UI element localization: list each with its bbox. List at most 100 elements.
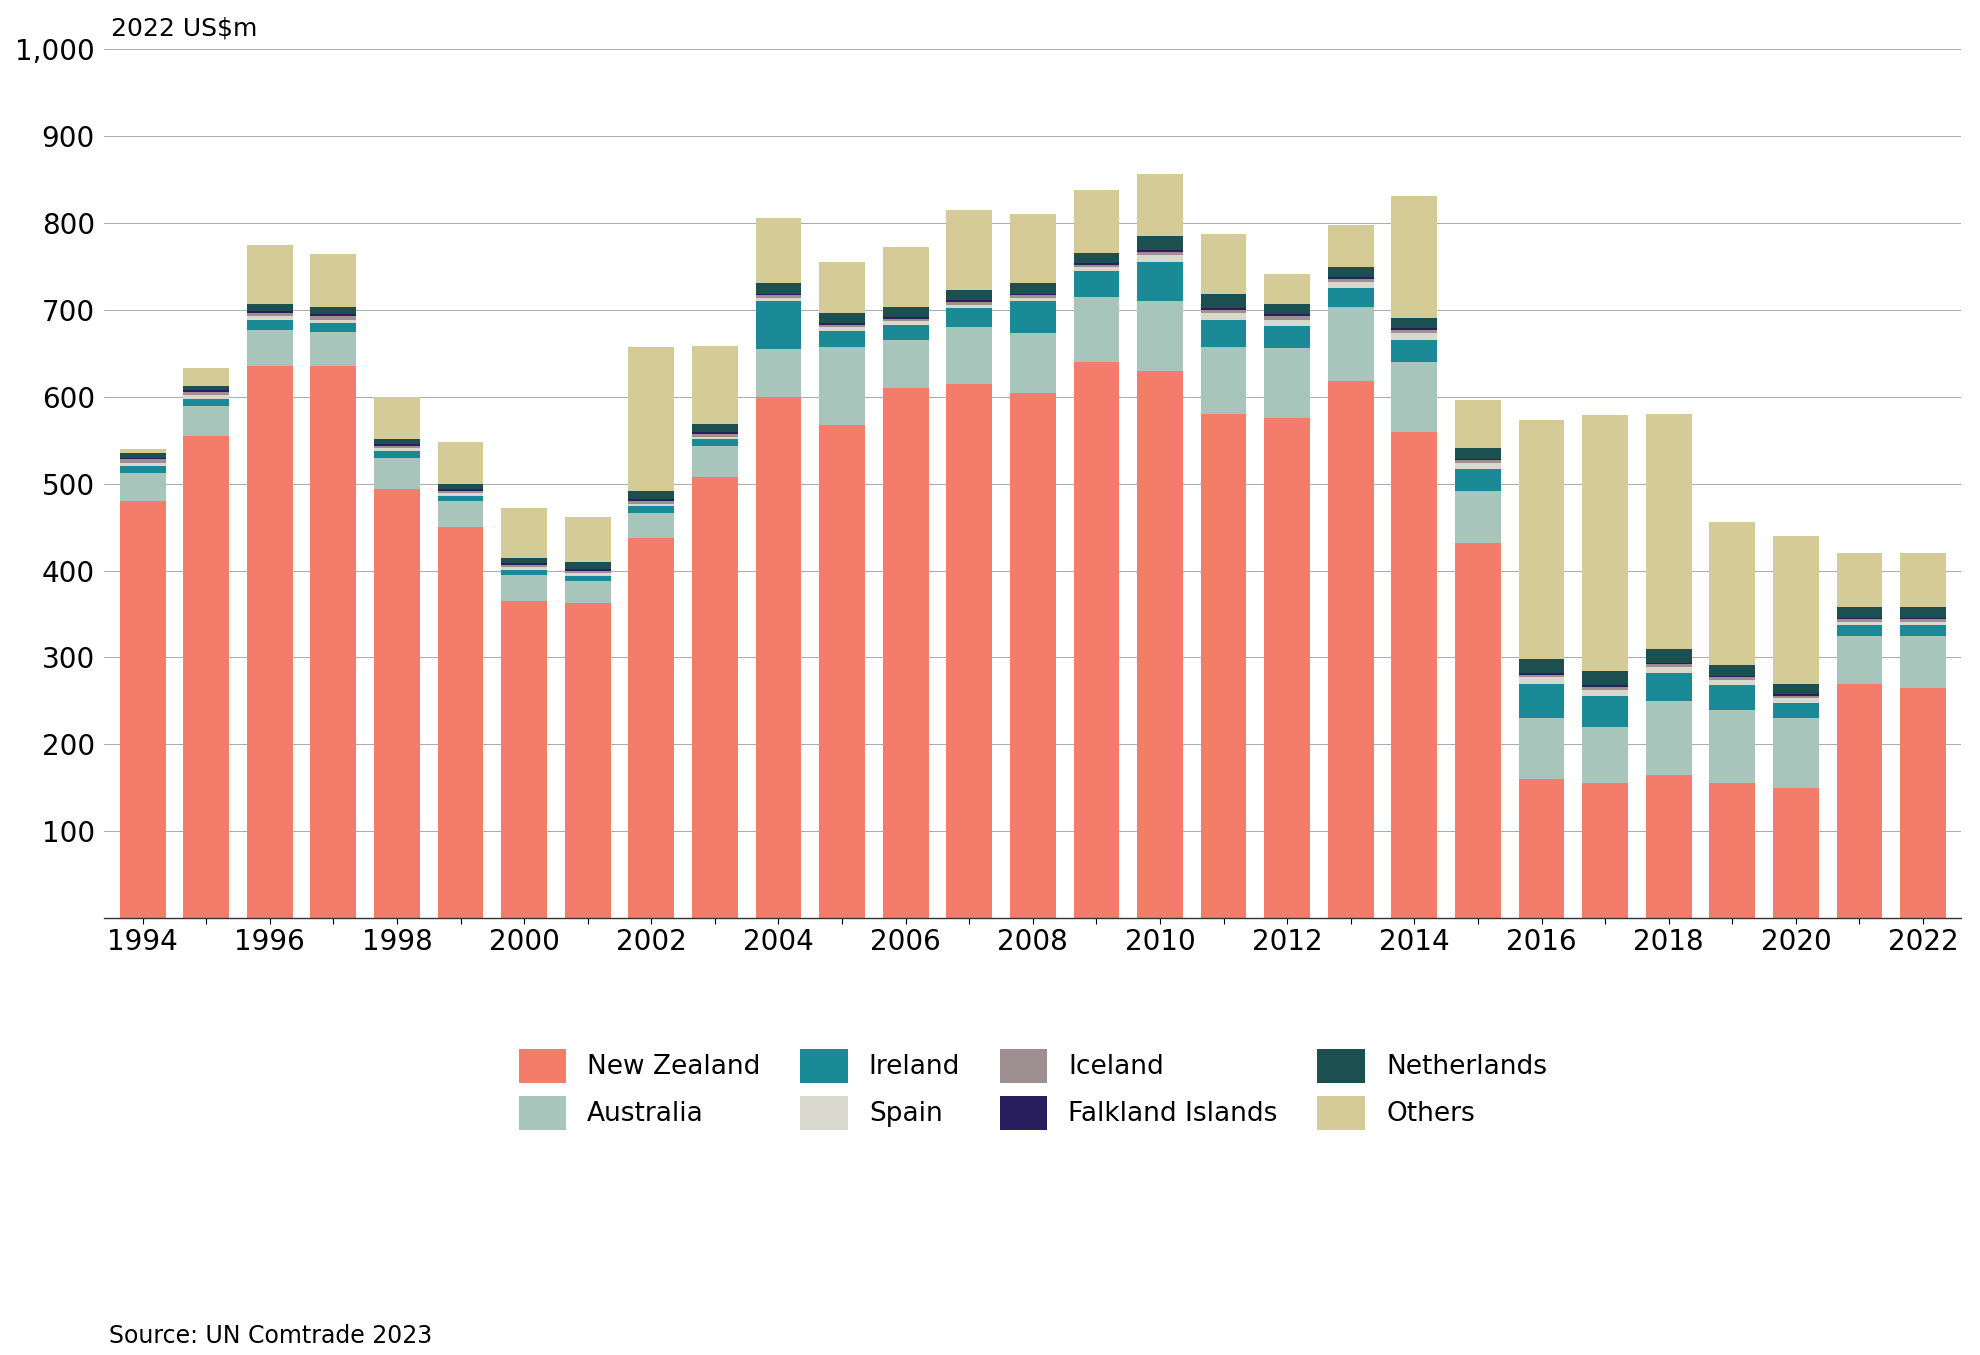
Bar — [311, 332, 356, 366]
Bar — [119, 454, 166, 458]
Bar — [756, 218, 802, 283]
Bar — [1073, 264, 1119, 267]
Bar — [501, 575, 546, 602]
Bar — [311, 253, 356, 308]
Bar — [1329, 279, 1374, 282]
Bar — [756, 397, 802, 919]
Bar — [1519, 673, 1564, 675]
Bar — [1709, 678, 1754, 680]
Bar — [1392, 362, 1437, 432]
Bar — [628, 514, 675, 538]
Bar — [1137, 255, 1182, 263]
Bar — [184, 392, 230, 396]
Bar — [1073, 263, 1119, 264]
Bar — [1837, 625, 1883, 635]
Bar — [1901, 607, 1946, 618]
Bar — [1200, 320, 1247, 347]
Bar — [1455, 461, 1501, 463]
Bar — [184, 386, 230, 390]
Bar — [1645, 775, 1691, 919]
Bar — [1329, 381, 1374, 919]
Bar — [628, 491, 675, 500]
Bar — [1582, 687, 1628, 690]
Bar — [248, 366, 293, 919]
Bar — [756, 301, 802, 350]
Bar — [693, 477, 739, 919]
Bar — [1837, 553, 1883, 607]
Bar — [1519, 683, 1564, 718]
Bar — [1901, 635, 1946, 688]
Bar — [374, 446, 420, 449]
Bar — [119, 473, 166, 501]
Bar — [1329, 267, 1374, 276]
Bar — [1010, 294, 1055, 295]
Bar — [1519, 779, 1564, 919]
Bar — [119, 463, 166, 466]
Bar — [820, 322, 865, 325]
Bar — [564, 562, 610, 569]
Bar — [628, 500, 675, 501]
Bar — [693, 436, 739, 439]
Bar — [311, 308, 356, 314]
Bar — [820, 347, 865, 424]
Bar — [1329, 276, 1374, 279]
Bar — [1519, 420, 1564, 659]
Bar — [1772, 787, 1820, 919]
Bar — [501, 602, 546, 919]
Bar — [693, 434, 739, 436]
Bar — [1901, 625, 1946, 635]
Bar — [184, 405, 230, 436]
Bar — [1837, 618, 1883, 619]
Bar — [1265, 320, 1311, 325]
Bar — [1455, 449, 1501, 458]
Bar — [1265, 325, 1311, 348]
Bar — [1837, 619, 1883, 622]
Bar — [1010, 298, 1055, 301]
Bar — [374, 397, 420, 439]
Bar — [1901, 618, 1946, 619]
Bar — [374, 451, 420, 458]
Bar — [1265, 348, 1311, 417]
Bar — [1392, 432, 1437, 919]
Bar — [946, 383, 992, 919]
Bar — [1645, 663, 1691, 664]
Bar — [1137, 251, 1182, 252]
Bar — [756, 294, 802, 295]
Bar — [756, 350, 802, 397]
Bar — [1137, 252, 1182, 255]
Bar — [1200, 313, 1247, 320]
Bar — [1392, 333, 1437, 340]
Bar — [1837, 683, 1883, 919]
Bar — [883, 388, 929, 919]
Bar — [311, 314, 356, 316]
Bar — [1582, 671, 1628, 686]
Bar — [1392, 318, 1437, 328]
Bar — [1073, 190, 1119, 252]
Bar — [693, 424, 739, 432]
Bar — [501, 562, 546, 565]
Bar — [119, 459, 166, 463]
Bar — [184, 390, 230, 392]
Bar — [820, 313, 865, 322]
Bar — [1837, 607, 1883, 618]
Bar — [1837, 622, 1883, 625]
Bar — [501, 508, 546, 557]
Bar — [883, 248, 929, 306]
Bar — [184, 396, 230, 398]
Bar — [1582, 695, 1628, 726]
Bar — [501, 568, 546, 569]
Bar — [1137, 263, 1182, 301]
Bar — [438, 491, 483, 493]
Bar — [1455, 491, 1501, 543]
Bar — [438, 493, 483, 496]
Bar — [564, 576, 610, 581]
Bar — [1137, 371, 1182, 919]
Bar — [946, 328, 992, 383]
Bar — [248, 331, 293, 366]
Bar — [119, 466, 166, 473]
Bar — [946, 305, 992, 309]
Bar — [311, 322, 356, 332]
Bar — [248, 316, 293, 320]
Bar — [1265, 304, 1311, 314]
Bar — [1901, 622, 1946, 625]
